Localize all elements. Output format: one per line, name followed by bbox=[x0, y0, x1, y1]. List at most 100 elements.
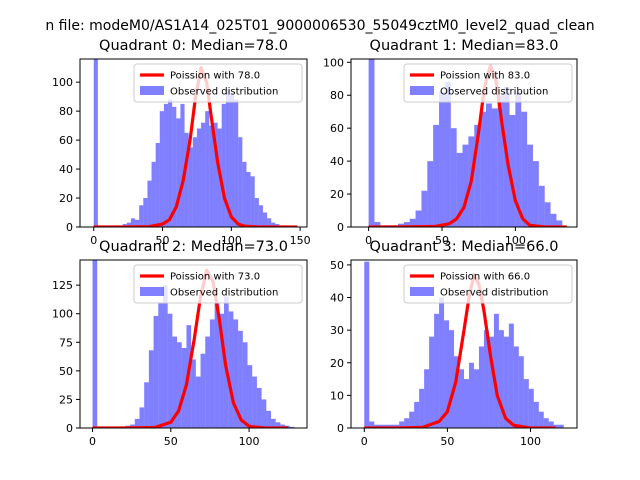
histogram-bar bbox=[153, 316, 159, 428]
y-tick-label: 40 bbox=[330, 155, 344, 168]
y-tick-label: 0 bbox=[66, 422, 73, 435]
histogram-bar bbox=[538, 411, 544, 428]
histogram-bar bbox=[503, 336, 509, 428]
histogram-bar bbox=[497, 95, 504, 227]
legend-patch-swatch bbox=[410, 287, 434, 296]
histogram-bar bbox=[158, 302, 163, 428]
x-tick-label: 50 bbox=[440, 435, 454, 448]
histogram-bar bbox=[538, 185, 545, 227]
histogram-bar bbox=[480, 111, 487, 227]
histogram-bar bbox=[498, 330, 504, 428]
histogram-bar bbox=[515, 91, 522, 227]
histogram-bar bbox=[163, 103, 169, 227]
histogram-bar bbox=[168, 99, 173, 227]
y-tick-label: 20 bbox=[330, 188, 344, 201]
y-tick-label: 25 bbox=[59, 393, 73, 406]
plot-area bbox=[368, 59, 567, 227]
histogram-bar bbox=[234, 99, 239, 227]
x-tick-label: 50 bbox=[164, 435, 178, 448]
histogram-bar bbox=[289, 426, 295, 428]
legend-patch-swatch bbox=[140, 287, 164, 296]
histogram-bar bbox=[275, 422, 281, 428]
histogram-bar bbox=[369, 421, 375, 428]
panel-title: Quadrant 0: Median=78.0 bbox=[99, 38, 288, 54]
histogram-bar bbox=[474, 124, 481, 227]
histogram-bar bbox=[409, 218, 416, 227]
legend-label-poisson: Poission with 73.0 bbox=[170, 272, 260, 283]
histogram-bar bbox=[271, 222, 276, 227]
histogram-bar bbox=[219, 313, 225, 428]
histogram-bar bbox=[262, 212, 268, 227]
histogram-bar bbox=[184, 132, 189, 227]
histogram-bar bbox=[93, 59, 98, 227]
histogram-bar bbox=[493, 313, 499, 428]
histogram-bar bbox=[238, 330, 243, 428]
histogram-bar bbox=[454, 356, 460, 428]
histogram-bar bbox=[148, 350, 154, 428]
legend: Poission with 73.0 Observed distribution bbox=[133, 264, 303, 304]
histogram-bar bbox=[384, 424, 390, 428]
histogram-bar bbox=[162, 285, 168, 428]
axes-frame bbox=[79, 259, 308, 429]
legend-label-poisson: Poission with 83.0 bbox=[440, 71, 530, 82]
histogram-bar bbox=[144, 382, 149, 428]
quadrant-2-panel: 0 50 100 0 25 50 75 100 125 Quadrant 2: Median=73… bbox=[52, 239, 308, 448]
histogram-bar bbox=[521, 111, 528, 227]
histogram-bar bbox=[238, 137, 243, 227]
legend-label-poisson: Poission with 78.0 bbox=[170, 71, 260, 82]
x-tick-label: 0 bbox=[361, 435, 368, 448]
y-tick-label: 75 bbox=[59, 336, 73, 349]
histogram-bar bbox=[258, 205, 263, 227]
histogram-bar bbox=[486, 103, 492, 227]
y-tick-label: 80 bbox=[59, 105, 73, 118]
y-tick-label: 20 bbox=[330, 357, 344, 370]
histogram-bar bbox=[439, 297, 445, 428]
legend: Poission with 83.0 Observed distribution bbox=[403, 63, 573, 103]
y-tick-label: 20 bbox=[59, 192, 73, 205]
histogram-bar bbox=[434, 313, 440, 428]
histogram-bar bbox=[214, 302, 220, 428]
histogram-bar bbox=[553, 424, 559, 428]
x-tick-label: 0 bbox=[90, 234, 97, 247]
histogram-bar bbox=[528, 388, 534, 428]
histogram-bar bbox=[196, 128, 202, 227]
histogram-bar bbox=[242, 161, 247, 227]
histogram-bar bbox=[444, 82, 451, 227]
plot-area bbox=[92, 260, 295, 428]
histogram-bar bbox=[205, 111, 210, 227]
x-tick-label: 100 bbox=[520, 435, 541, 448]
histogram-bar bbox=[544, 202, 551, 227]
histogram-bar bbox=[188, 147, 193, 227]
histogram-bar bbox=[267, 218, 272, 227]
histogram-bar bbox=[433, 124, 440, 227]
histogram-bar bbox=[151, 161, 156, 227]
histogram-bar bbox=[176, 118, 181, 227]
y-tick-label: 100 bbox=[323, 56, 344, 69]
histogram-bar bbox=[155, 143, 160, 227]
histogram-bar bbox=[134, 418, 140, 428]
histogram-bar bbox=[180, 103, 185, 227]
histogram-bar bbox=[130, 218, 136, 227]
histogram-bar bbox=[419, 388, 425, 428]
histogram-bar bbox=[464, 379, 469, 428]
histogram-bar bbox=[280, 424, 286, 428]
x-tick-label: 0 bbox=[365, 234, 372, 247]
histogram-bar bbox=[415, 210, 422, 227]
histogram-bar bbox=[209, 125, 214, 227]
histogram-bar bbox=[167, 313, 173, 428]
legend-box bbox=[133, 63, 303, 103]
histogram-bar bbox=[533, 401, 539, 428]
legend-label-poisson: Poission with 66.0 bbox=[440, 272, 530, 283]
histogram-bar bbox=[246, 171, 251, 227]
histogram-bar bbox=[256, 388, 262, 428]
histogram-bar bbox=[225, 89, 230, 227]
histogram-bar bbox=[399, 421, 405, 428]
histogram-bar bbox=[379, 424, 385, 428]
panel-title: Quadrant 1: Median=83.0 bbox=[370, 38, 559, 54]
histogram-bar bbox=[523, 379, 529, 428]
histogram-bar bbox=[368, 59, 375, 227]
x-tick-label: 100 bbox=[221, 234, 242, 247]
y-tick-label: 40 bbox=[59, 163, 73, 176]
quadrant-3-panel: 0 50 100 0 10 20 30 40 50 Quadrant 3: Median=66.0… bbox=[330, 239, 578, 448]
legend: Poission with 66.0 Observed distribution bbox=[403, 264, 573, 304]
